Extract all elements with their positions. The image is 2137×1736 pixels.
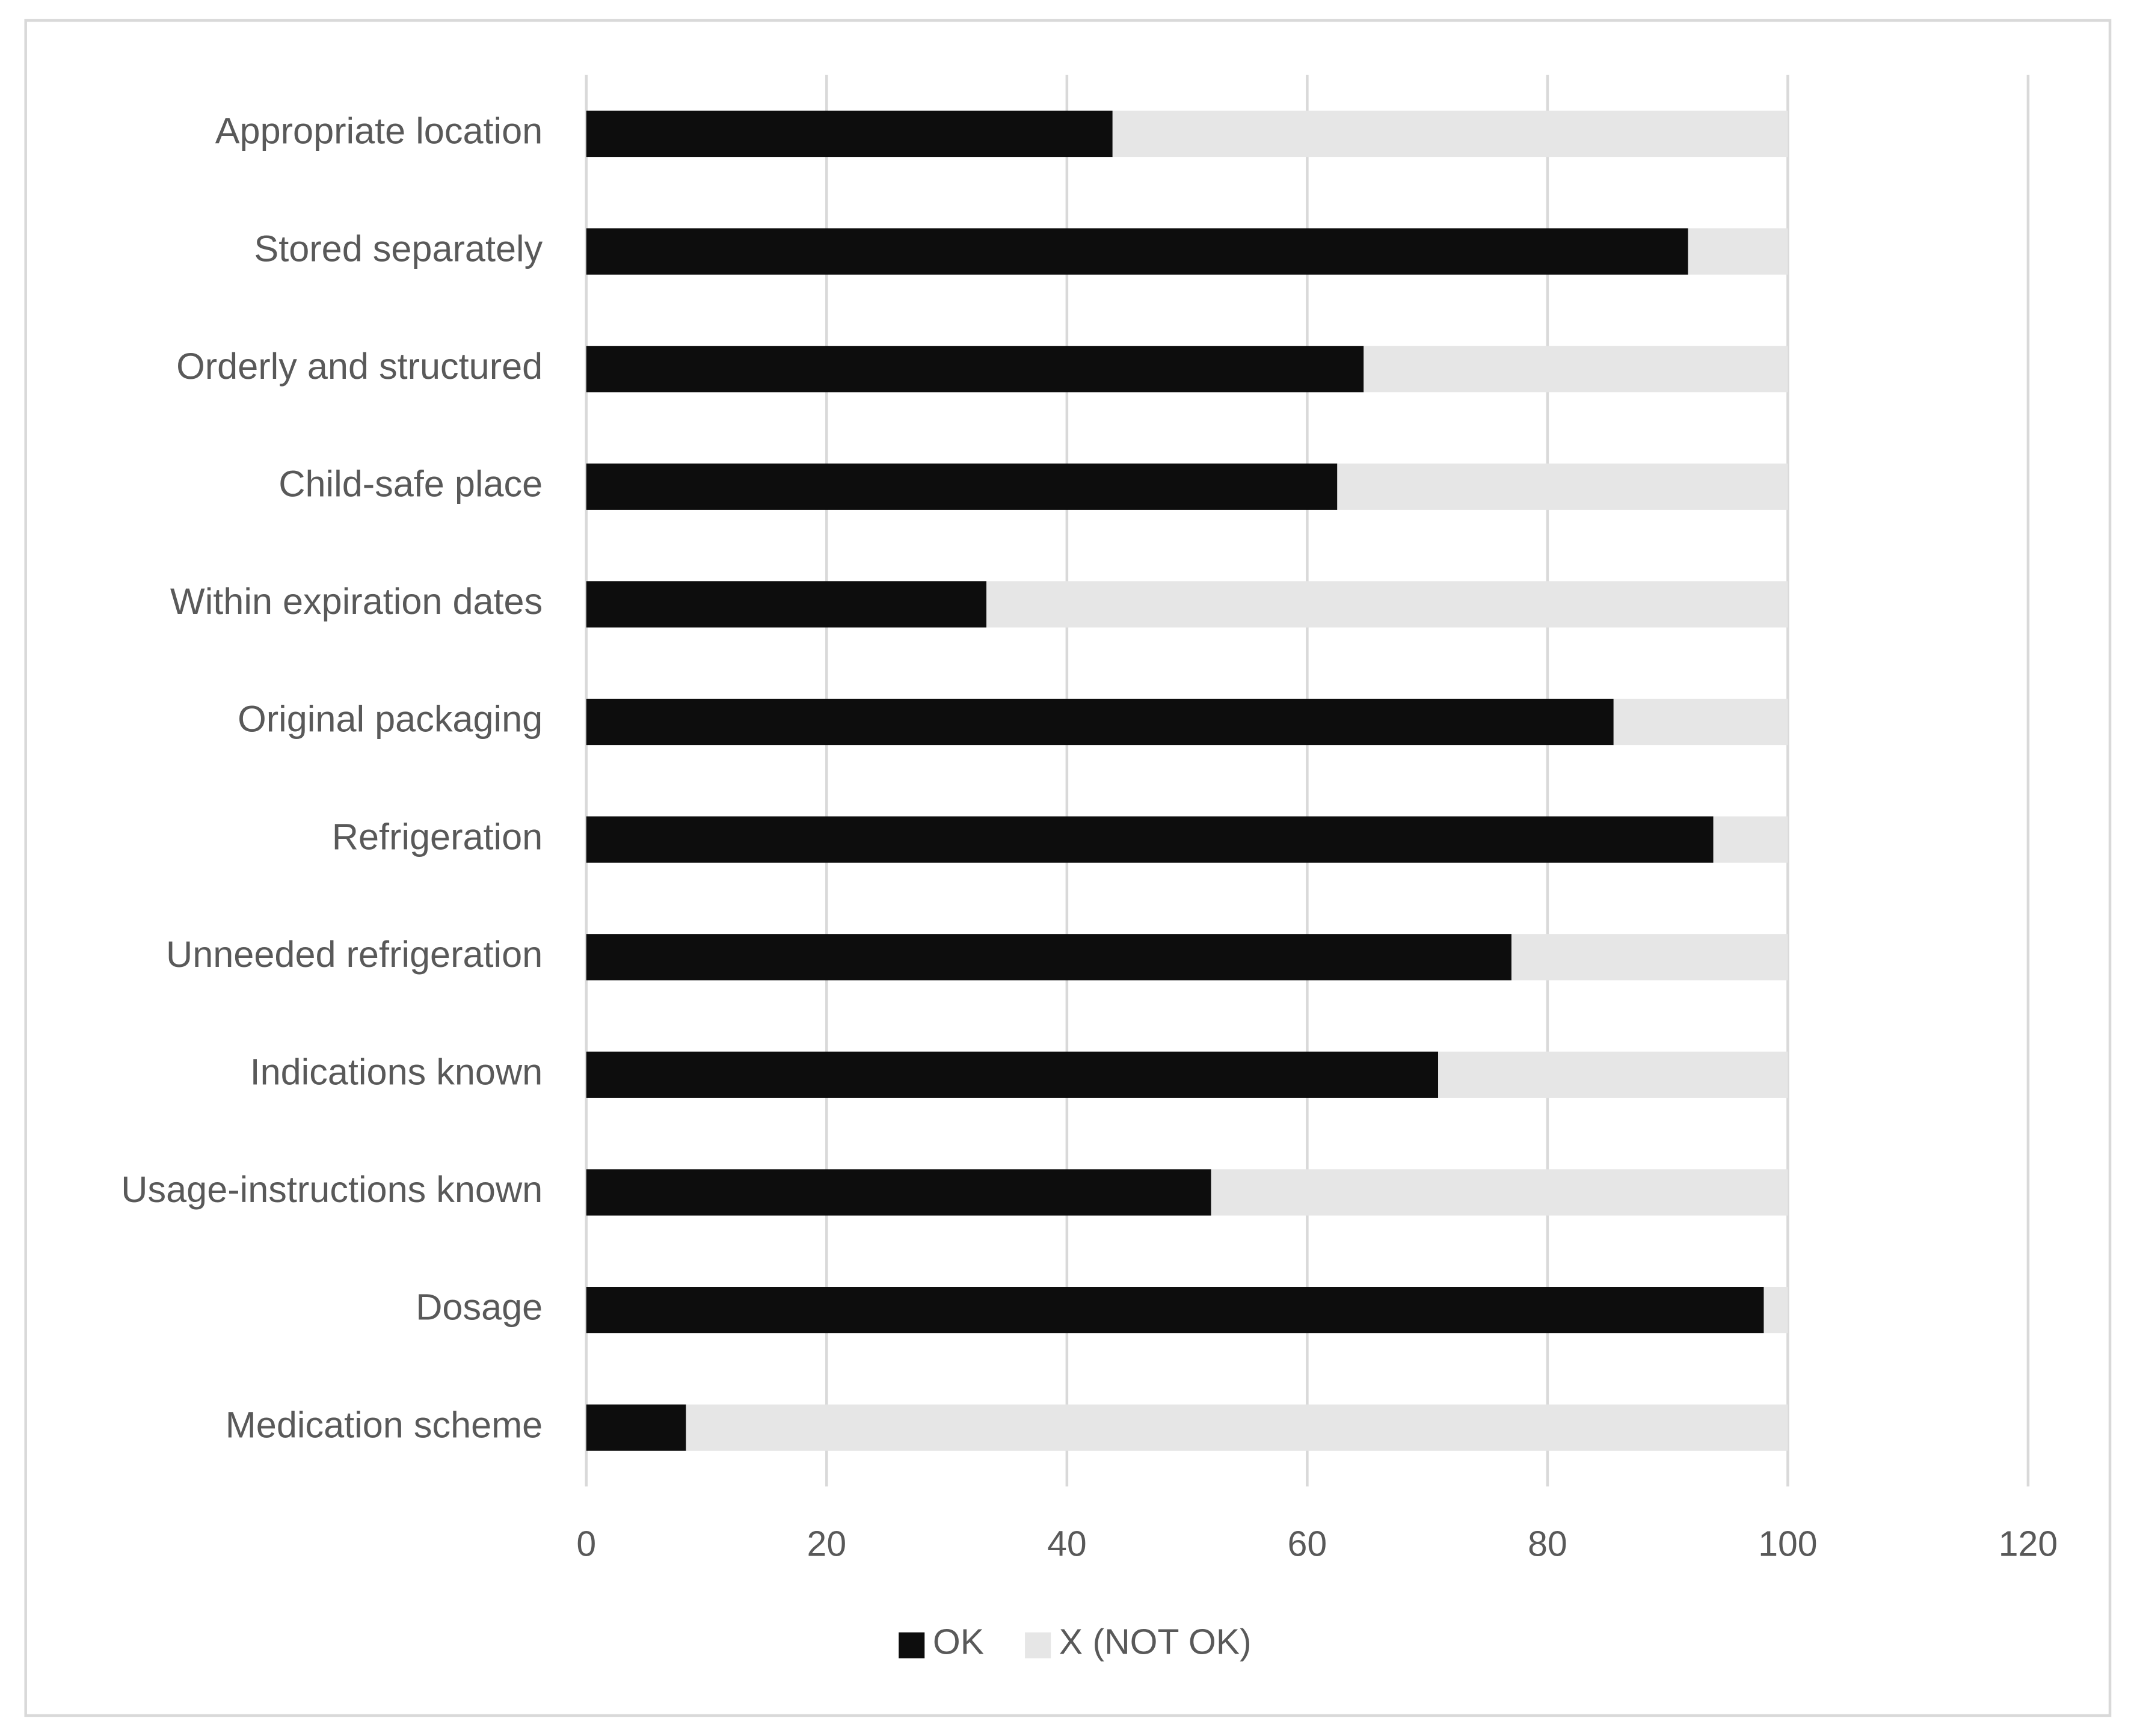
y-tick-label: Refrigeration: [332, 816, 543, 857]
bar: [1211, 1169, 1788, 1216]
x-tick-label: 20: [807, 1524, 847, 1563]
y-tick-label: Medication scheme: [226, 1404, 543, 1445]
bar: [586, 934, 1511, 981]
bar: [1337, 463, 1788, 510]
bar: [1511, 934, 1788, 981]
y-tick-label: Within expiration dates: [170, 581, 543, 622]
y-tick-label: Appropriate location: [215, 111, 543, 152]
labels: 0 20 40 60 80 100 120 Appropriate location Store…: [121, 111, 2058, 1564]
bar: [1688, 228, 1788, 275]
y-tick-label: Dosage: [416, 1287, 543, 1328]
x-tick-label: 60: [1288, 1524, 1327, 1563]
x-tick-label: 120: [1999, 1524, 2058, 1563]
x-tick-label: 0: [576, 1524, 596, 1563]
legend-swatch: [899, 1632, 925, 1658]
bar: [586, 110, 1113, 158]
grid: [585, 75, 2030, 1486]
bar: [586, 1051, 1439, 1098]
bar: [1763, 1287, 1788, 1334]
legend-swatch: [1025, 1632, 1051, 1658]
bar: [586, 816, 1714, 863]
bar: [686, 1404, 1788, 1451]
bar: [586, 699, 1614, 746]
y-tick-label: Indications known: [250, 1052, 543, 1093]
bar: [586, 1287, 1764, 1334]
legend: OK X (NOT OK): [899, 1623, 1252, 1662]
bar: [1438, 1051, 1788, 1098]
bar: [586, 346, 1364, 393]
x-tick-label: 100: [1758, 1524, 1817, 1563]
y-tick-label: Original packaging: [238, 699, 543, 740]
x-tick-label: 40: [1047, 1524, 1087, 1563]
bar: [586, 228, 1688, 275]
y-tick-label: Orderly and structured: [176, 346, 543, 387]
bar: [1613, 699, 1788, 746]
y-tick-label: Child-safe place: [278, 464, 543, 505]
legend-label: OK: [933, 1623, 984, 1662]
bar: [586, 1169, 1211, 1216]
y-tick-label: Unneeded refrigeration: [166, 934, 543, 975]
bar: [1364, 346, 1788, 393]
bar: [1112, 110, 1788, 158]
bar: [586, 581, 987, 628]
bars: [586, 110, 1788, 1451]
y-tick-label: Usage-instructions known: [121, 1169, 543, 1210]
bar: [586, 463, 1338, 510]
legend-label: X (NOT OK): [1059, 1623, 1252, 1662]
bar: [1713, 816, 1788, 863]
bar: [986, 581, 1788, 628]
bar: [586, 1404, 686, 1451]
y-tick-label: Stored separately: [254, 228, 543, 269]
x-tick-label: 80: [1528, 1524, 1567, 1563]
